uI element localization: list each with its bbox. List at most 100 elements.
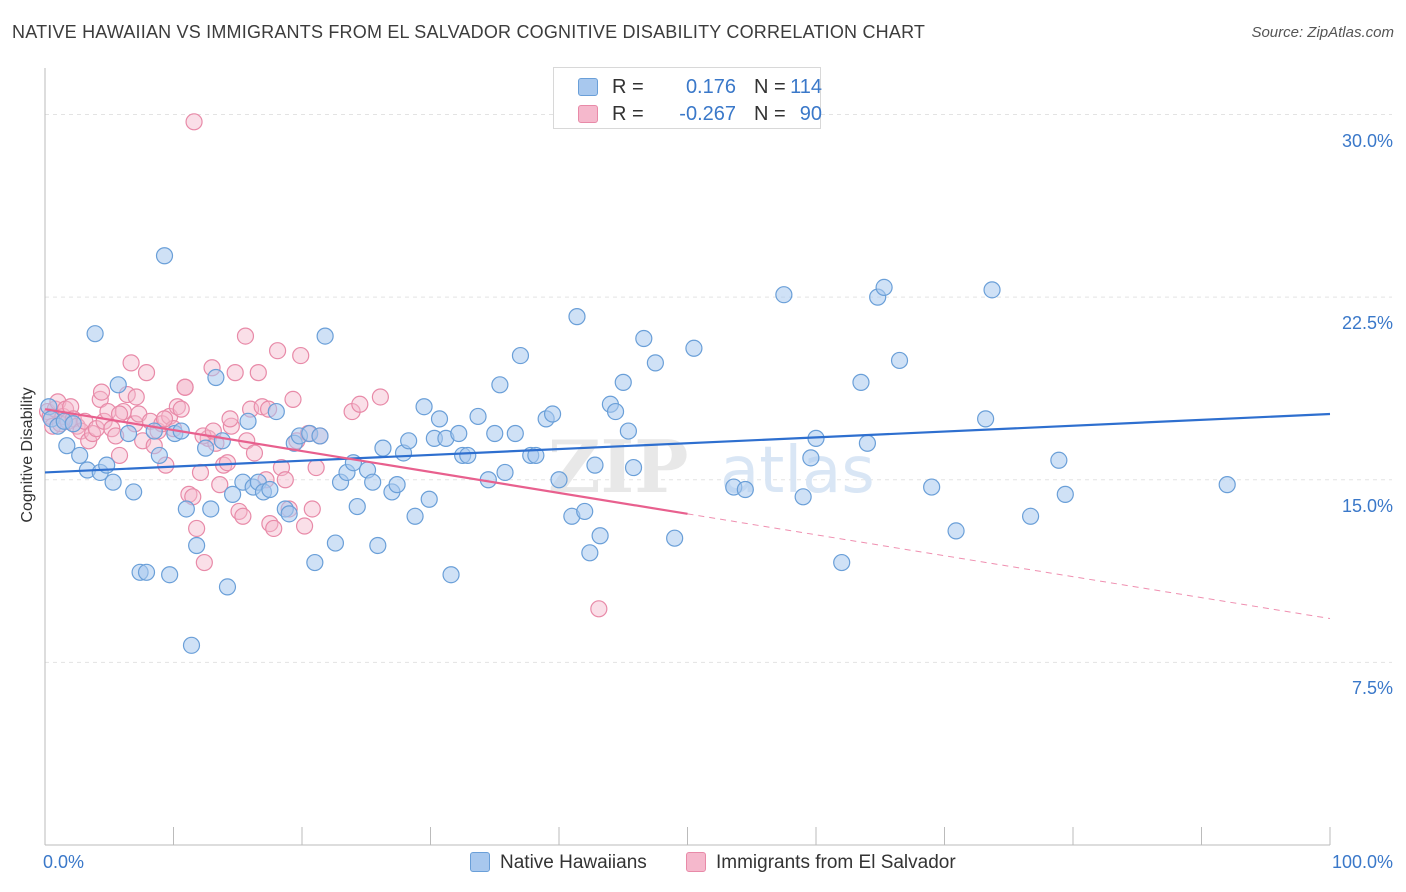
data-point [226,364,244,382]
data-point [176,378,194,396]
data-point [191,463,210,482]
data-point [155,410,174,428]
data-point [122,354,140,372]
r-label: R = [612,76,644,98]
data-point [221,410,239,428]
data-point [224,485,242,503]
data-point [496,463,514,482]
data-point [306,553,324,572]
data-point [261,480,279,499]
data-point [119,424,138,443]
data-point [71,446,89,465]
data-point [316,327,334,345]
data-point [161,566,179,584]
data-point [137,364,156,382]
data-point [1021,507,1040,525]
data-point [137,563,156,581]
data-point [586,456,604,474]
data-point [685,339,703,357]
y-tick-label: 22.5% [1341,313,1393,334]
data-point [506,424,524,443]
data-point [127,388,145,406]
data-point [568,308,586,326]
y-tick-label: 30.0% [1341,130,1393,151]
data-point [211,476,229,494]
data-point [86,325,104,343]
legend-label: Native Hawaiians [500,852,647,873]
data-point [875,278,893,297]
data-point [576,502,594,521]
data-point [591,527,609,545]
data-point [420,490,438,508]
chart-title: NATIVE HAWAIIAN VS IMMIGRANTS FROM EL SA… [12,22,926,42]
data-point [303,500,321,518]
data-point [234,507,252,525]
data-point [459,446,477,465]
data-point [947,522,965,540]
data-point [1050,451,1068,469]
data-point [188,536,206,555]
data-point [110,446,129,465]
data-point [486,424,504,443]
data-point [614,373,632,391]
data-point [415,398,433,416]
data-point [188,519,206,538]
data-point [207,368,225,387]
data-point [125,483,143,501]
series-legend: Native Hawaiians Immigrants from El Salv… [0,852,1406,878]
data-point [511,346,530,365]
data-point [172,400,190,418]
native-hawaiians-swatch [578,78,598,96]
data-point [923,478,941,496]
data-point [104,473,122,491]
data-point [58,437,76,455]
data-point [239,412,257,430]
data-point [177,500,195,518]
data-point [307,458,325,477]
r-value: -0.267 [679,103,736,125]
grid-lines [45,114,1392,663]
data-point [1218,476,1236,494]
data-point [983,281,1001,299]
data-point [833,553,851,572]
data-point [581,544,599,562]
data-point [276,471,294,489]
x-tick-label: 100.0% [1331,852,1393,872]
data-point [624,458,643,477]
data-point [400,432,418,450]
data-point [195,553,213,572]
data-point [284,390,302,409]
data-point [619,422,637,440]
data-point [775,286,793,304]
data-point [265,519,283,538]
data-point [606,402,625,421]
data-point [311,427,329,445]
data-point [202,500,220,518]
data-point [666,529,684,547]
data-point [326,534,345,552]
source-label: Source: ZipAtlas.com [1251,24,1394,41]
trend-line-immigrants-el-salvador [44,408,688,515]
data-point [64,415,82,433]
data-point [430,410,449,428]
axes [44,68,1331,846]
native-hawaiians-swatch [470,852,490,872]
data-point [469,407,487,426]
trend-line-immigrants-el-salvador-projection [687,513,1331,620]
legend-item-immigrants-el-salvador[interactable]: Immigrants from El Salvador [686,852,956,874]
data-point [280,505,298,523]
data-point [736,480,754,499]
data-point [182,636,201,654]
legend-item-native-hawaiians[interactable]: Native Hawaiians [470,852,647,874]
series-immigrants-el-salvador-points [38,113,608,618]
data-point [543,405,562,423]
r-value: 0.176 [685,76,736,98]
data-point [109,376,127,394]
y-tick-label: 15.0% [1341,495,1393,516]
data-point [185,113,203,131]
n-label: N = [754,103,786,125]
data-point [292,346,310,365]
r-label: R = [612,103,644,125]
data-point [267,402,285,421]
data-point [245,444,264,462]
